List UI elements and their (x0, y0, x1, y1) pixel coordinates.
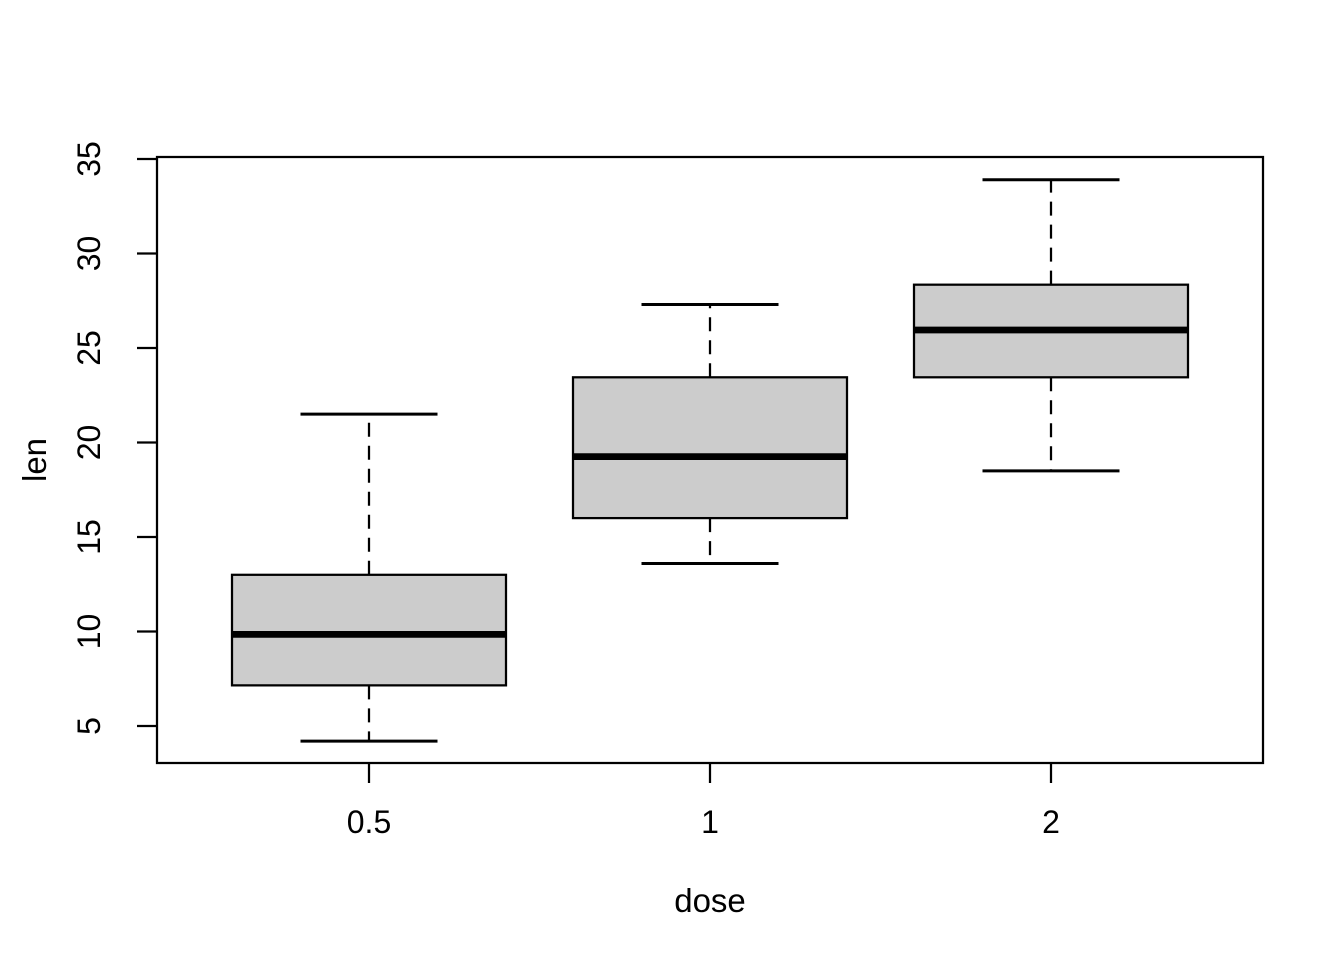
y-axis-tick-label: 30 (71, 236, 107, 272)
boxplot-group-1 (571, 303, 849, 565)
x-axis: 0.5 1 2 (347, 763, 1060, 840)
x-axis-tick-label: 2 (1042, 804, 1060, 840)
y-axis-tick-label: 15 (71, 519, 107, 555)
boxplot-group-2 (912, 178, 1190, 473)
y-axis-tick-label: 20 (71, 425, 107, 461)
y-axis: 5 10 15 20 25 30 35 (71, 141, 157, 735)
y-axis-title: len (16, 438, 53, 482)
iqr-box (230, 573, 508, 687)
x-axis-tick-label: 0.5 (347, 804, 391, 840)
y-axis-tick-label: 25 (71, 330, 107, 366)
y-axis-tick-label: 35 (71, 141, 107, 177)
boxplot-group-0.5 (230, 412, 508, 743)
y-axis-tick-label: 5 (71, 717, 107, 735)
iqr-box (571, 376, 849, 520)
x-axis-title: dose (674, 882, 746, 919)
y-axis-tick-label: 10 (71, 614, 107, 650)
x-axis-tick-label: 1 (701, 804, 719, 840)
